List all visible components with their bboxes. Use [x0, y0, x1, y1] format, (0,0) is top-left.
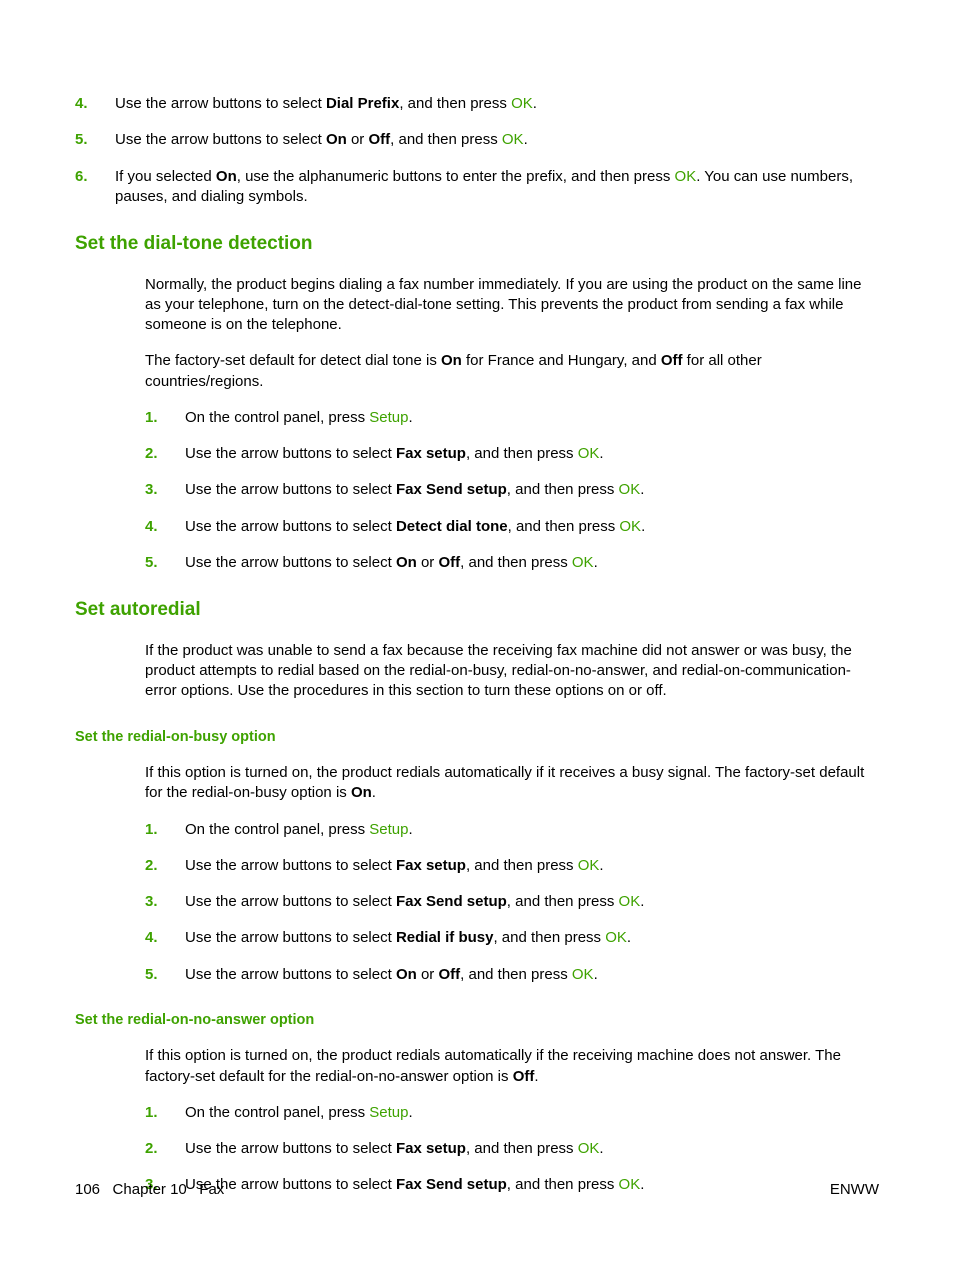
step-body: Use the arrow buttons to select Fax setu… — [185, 444, 879, 464]
footer-title: Fax — [199, 1181, 224, 1198]
step-item: 1.On the control panel, press Setup. — [145, 820, 879, 840]
footer-left: 106 Chapter 10 Fax — [75, 1180, 224, 1200]
step-number: 1. — [145, 820, 185, 840]
step-item: 4.Use the arrow buttons to select Dial P… — [75, 94, 879, 114]
step-number: 5. — [145, 553, 185, 573]
section-redial-busy-body: If this option is turned on, the product… — [145, 763, 879, 985]
step-number: 4. — [145, 517, 185, 537]
section-autoredial-body: If the product was unable to send a fax … — [145, 641, 879, 702]
step-body: Use the arrow buttons to select Fax Send… — [185, 892, 879, 912]
step-number: 5. — [145, 965, 185, 985]
step-item: 1.On the control panel, press Setup. — [145, 408, 879, 428]
step-item: 4.Use the arrow buttons to select Detect… — [145, 517, 879, 537]
step-item: 1.On the control panel, press Setup. — [145, 1103, 879, 1123]
dial-tone-para-2: The factory-set default for detect dial … — [145, 351, 879, 392]
step-body: Use the arrow buttons to select On or Of… — [115, 130, 879, 150]
footer-chapter: Chapter 10 — [113, 1181, 187, 1198]
step-body: Use the arrow buttons to select Redial i… — [185, 928, 879, 948]
footer-right: ENWW — [830, 1180, 879, 1200]
redial-no-answer-para-1: If this option is turned on, the product… — [145, 1046, 879, 1087]
step-number: 2. — [145, 1139, 185, 1159]
step-body: Use the arrow buttons to select Detect d… — [185, 517, 879, 537]
top-continuing-steps: 4.Use the arrow buttons to select Dial P… — [75, 94, 879, 207]
step-number: 4. — [145, 928, 185, 948]
step-item: 3.Use the arrow buttons to select Fax Se… — [145, 892, 879, 912]
step-item: 5.Use the arrow buttons to select On or … — [145, 553, 879, 573]
autoredial-para-1: If the product was unable to send a fax … — [145, 641, 879, 702]
heading-redial-no-answer: Set the redial-on-no-answer option — [75, 1011, 879, 1031]
redial-busy-steps: 1.On the control panel, press Setup.2.Us… — [145, 820, 879, 985]
step-body: On the control panel, press Setup. — [185, 820, 879, 840]
step-item: 3.Use the arrow buttons to select Fax Se… — [145, 480, 879, 500]
step-body: Use the arrow buttons to select Dial Pre… — [115, 94, 879, 114]
step-item: 5.Use the arrow buttons to select On or … — [75, 130, 879, 150]
heading-redial-busy: Set the redial-on-busy option — [75, 728, 879, 748]
step-body: On the control panel, press Setup. — [185, 408, 879, 428]
redial-busy-para-1: If this option is turned on, the product… — [145, 763, 879, 804]
step-body: Use the arrow buttons to select On or Of… — [185, 965, 879, 985]
step-number: 1. — [145, 408, 185, 428]
step-body: If you selected On, use the alphanumeric… — [115, 167, 879, 208]
step-item: 2.Use the arrow buttons to select Fax se… — [145, 444, 879, 464]
step-item: 4.Use the arrow buttons to select Redial… — [145, 928, 879, 948]
step-body: Use the arrow buttons to select Fax setu… — [185, 1139, 879, 1159]
document-page: 4.Use the arrow buttons to select Dial P… — [0, 0, 954, 1270]
step-number: 3. — [145, 892, 185, 912]
step-body: Use the arrow buttons to select On or Of… — [185, 553, 879, 573]
step-body: Use the arrow buttons to select Fax setu… — [185, 856, 879, 876]
step-number: 1. — [145, 1103, 185, 1123]
dial-tone-steps: 1.On the control panel, press Setup.2.Us… — [145, 408, 879, 573]
step-number: 2. — [145, 444, 185, 464]
heading-autoredial: Set autoredial — [75, 597, 879, 623]
section-dial-tone-body: Normally, the product begins dialing a f… — [145, 275, 879, 574]
page-footer: 106 Chapter 10 Fax ENWW — [75, 1180, 879, 1200]
step-number: 2. — [145, 856, 185, 876]
step-number: 3. — [145, 480, 185, 500]
dial-tone-para-1: Normally, the product begins dialing a f… — [145, 275, 879, 336]
step-item: 6.If you selected On, use the alphanumer… — [75, 167, 879, 208]
section-redial-no-answer-body: If this option is turned on, the product… — [145, 1046, 879, 1195]
step-body: On the control panel, press Setup. — [185, 1103, 879, 1123]
step-body: Use the arrow buttons to select Fax Send… — [185, 480, 879, 500]
step-item: 5.Use the arrow buttons to select On or … — [145, 965, 879, 985]
heading-dial-tone-detection: Set the dial-tone detection — [75, 231, 879, 257]
step-number: 5. — [75, 130, 115, 150]
step-item: 2.Use the arrow buttons to select Fax se… — [145, 1139, 879, 1159]
footer-page-number: 106 — [75, 1181, 100, 1198]
step-number: 4. — [75, 94, 115, 114]
step-item: 2.Use the arrow buttons to select Fax se… — [145, 856, 879, 876]
step-number: 6. — [75, 167, 115, 208]
